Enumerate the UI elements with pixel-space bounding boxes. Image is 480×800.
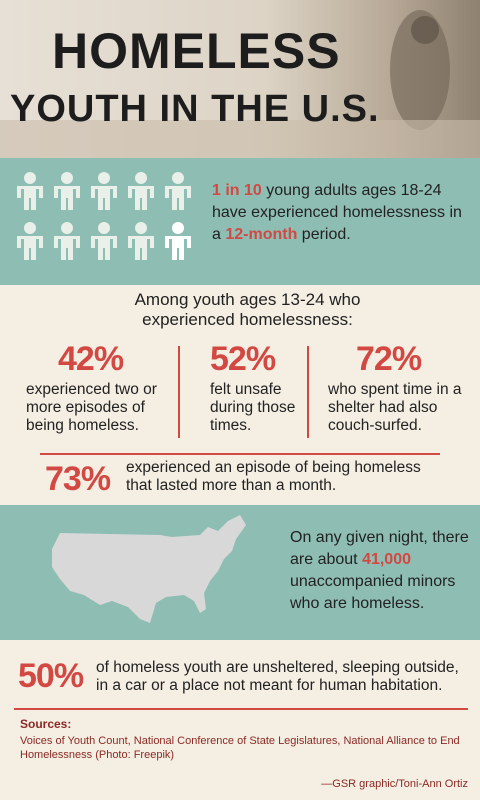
stat-text: of homeless youth are unsheltered, sleep… (96, 659, 459, 694)
sources-label: Sources: (20, 717, 72, 731)
stat-value: 42% (58, 340, 124, 378)
highlight: 41,000 (362, 551, 411, 568)
divider (178, 346, 180, 438)
stat-text: experienced two or more episodes of bein… (26, 381, 157, 434)
divider (14, 708, 468, 710)
text: On any given night, there are about (290, 529, 469, 568)
night-band: On any given night, there are about 41,0… (0, 505, 480, 640)
stat-text: who spent time in a shelter had also cou… (328, 381, 462, 434)
stat-value: 50% (18, 657, 84, 695)
divider (307, 346, 309, 438)
highlight: 1 in 10 (212, 182, 262, 199)
fact-text: 1 in 10 young adults ages 18-24 have exp… (212, 180, 462, 246)
sources-text: Voices of Youth Count, National Conferen… (20, 735, 460, 761)
text: unaccompanied minors who are homeless. (290, 573, 456, 612)
stat-value: 73% (45, 460, 111, 498)
text: period. (297, 226, 351, 243)
photo-texture (0, 10, 480, 158)
title-line2: YOUTH IN THE U.S. (10, 88, 380, 130)
divider (40, 453, 440, 455)
people-icons (17, 172, 191, 260)
credit: —GSR graphic/Toni-Ann Ortiz (321, 778, 468, 790)
header: HOMELESS YOUTH IN THE U.S. (0, 0, 480, 158)
highlight: 12-month (225, 226, 298, 243)
intro: Among youth ages 13-24 who experienced h… (134, 290, 361, 329)
stat-value: 72% (356, 340, 422, 378)
title-line1: HOMELESS (52, 23, 341, 79)
us-map (52, 515, 246, 623)
night-text: On any given night, there are about 41,0… (290, 527, 470, 615)
stat-text: felt unsafe during those times. (210, 381, 296, 434)
stat-text: experienced an episode of being homeless… (126, 459, 421, 494)
stat-value: 52% (210, 340, 276, 378)
text: young adults ages 18-24 have experienced… (212, 182, 462, 243)
fact-band: 1 in 10 young adults ages 18-24 have exp… (0, 158, 480, 285)
